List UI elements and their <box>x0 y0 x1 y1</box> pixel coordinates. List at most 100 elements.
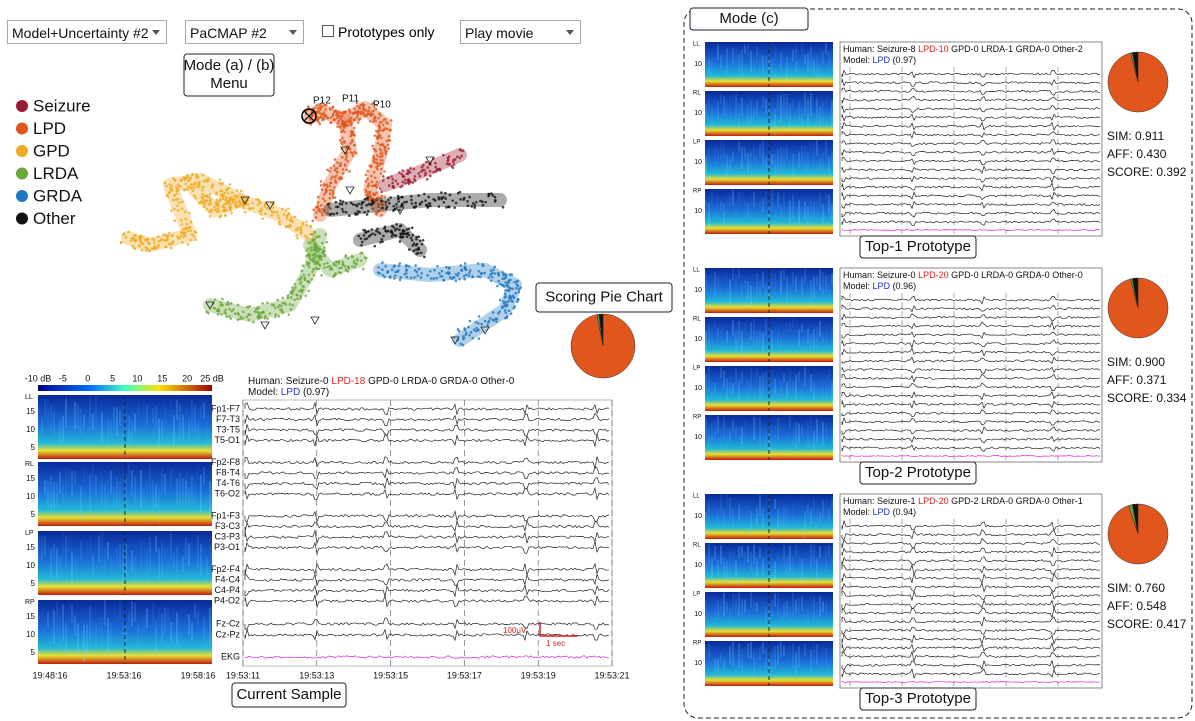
movie-dropdown[interactable]: Play movie <box>460 20 581 44</box>
embedding-point <box>296 226 300 230</box>
spectrogram-streak <box>771 425 773 451</box>
embedding-point <box>202 179 206 183</box>
embedding-point <box>410 202 414 205</box>
spectrogram-streak <box>813 329 815 350</box>
human-vote: GRDA-0 <box>440 376 478 387</box>
legend-swatch <box>16 100 28 112</box>
spectrogram-streak <box>792 557 794 576</box>
spectrogram-streak <box>783 603 785 618</box>
eeg-trace <box>841 546 1101 558</box>
spectrogram-streak <box>107 541 109 560</box>
spectrogram-streak <box>738 427 740 441</box>
embedding-point <box>362 103 365 107</box>
embedding-point <box>338 202 342 206</box>
embedding-point <box>312 208 316 212</box>
eeg-trace <box>841 426 1101 435</box>
embedding-point <box>316 235 319 239</box>
embedding-point <box>313 248 316 251</box>
spectrogram-streak <box>756 557 758 584</box>
embedding-point <box>316 262 320 265</box>
embedding-point <box>337 260 341 263</box>
embedding-point <box>405 232 408 236</box>
prototypes-checkbox[interactable]: Prototypes only <box>322 24 435 40</box>
spectrogram-streak <box>708 98 710 110</box>
embedding-point <box>156 235 160 238</box>
human-vote: GRDA-0 <box>1016 44 1050 54</box>
embedding-point <box>421 238 425 242</box>
embedding-point <box>388 276 392 279</box>
embedding-point <box>316 204 320 208</box>
embedding-point <box>379 114 382 117</box>
embedding-point <box>432 197 435 201</box>
embedding-point <box>378 187 382 190</box>
spectrogram-streak <box>810 374 812 392</box>
spectrogram-streak <box>741 281 743 301</box>
embedding-point <box>382 234 385 238</box>
embedding-point <box>476 262 480 265</box>
embedding-point <box>425 160 428 164</box>
channel-label: C3-P3 <box>214 531 240 541</box>
spectrogram-streak <box>206 556 208 581</box>
eeg-trace <box>244 541 610 556</box>
embedding-point <box>374 129 378 133</box>
embedding-point <box>364 173 368 177</box>
embedding-point <box>373 199 377 203</box>
model-title: Model: <box>843 281 870 291</box>
embedding-point <box>312 238 316 241</box>
spectrogram-streak <box>801 595 803 611</box>
spectrogram-streak <box>831 546 833 562</box>
model-dropdown[interactable]: Model+Uncertainty #2 <box>7 20 167 44</box>
mode-c-frame <box>683 8 1193 719</box>
spectrogram-streak <box>828 107 830 120</box>
spectrogram-streak <box>810 415 812 434</box>
embedding-point <box>346 159 350 163</box>
spectrogram-streak <box>813 59 815 75</box>
embedding-point <box>258 313 262 317</box>
spectrogram-streak <box>777 149 779 174</box>
embedding-point <box>393 234 396 237</box>
embedding-point <box>208 215 212 218</box>
embedding-point <box>506 289 510 292</box>
spectrogram <box>38 395 212 459</box>
spectrogram-streak <box>756 602 758 612</box>
checkbox[interactable] <box>322 25 334 37</box>
embedding-point <box>225 208 228 212</box>
spectrogram-streak <box>137 624 139 658</box>
embedding-point <box>334 272 337 275</box>
embedding-point <box>386 143 390 147</box>
spectrogram-streak <box>98 535 100 563</box>
spec-ytick: 10 <box>694 336 702 343</box>
embedding-point <box>506 281 510 284</box>
human-vote: LRDA-1 <box>981 44 1013 54</box>
spectrogram-streak <box>771 651 773 673</box>
spectrogram-streak <box>59 615 61 652</box>
spectrogram-streak <box>771 508 773 529</box>
embedding-point <box>368 119 372 123</box>
spectrogram-streak <box>822 333 824 344</box>
embedding-point <box>339 162 342 165</box>
embedding-point <box>310 114 313 117</box>
human-vote: Seizure-0 <box>877 270 916 280</box>
embedding-point <box>303 276 306 280</box>
spec-ytick: 10 <box>694 159 702 166</box>
spectrogram-streak <box>786 649 788 668</box>
embedding-point <box>468 195 471 199</box>
embedding-dropdown[interactable]: PaCMAP #2 <box>185 20 304 44</box>
spectrogram-streak <box>789 369 791 396</box>
embedding-point <box>180 230 183 234</box>
spectrogram-streak <box>825 275 827 293</box>
embedding-point <box>165 184 168 188</box>
embedding-point <box>167 191 171 195</box>
embedding-point <box>450 277 454 280</box>
spectrogram-streak <box>831 152 833 166</box>
embedding-point <box>359 110 362 114</box>
spectrogram <box>705 317 833 362</box>
embedding-point <box>330 212 333 216</box>
embedding-point <box>372 159 376 163</box>
spectrogram-streak <box>750 592 752 608</box>
embedding-point <box>191 172 194 176</box>
embedding-point <box>376 227 379 231</box>
embedding-point <box>507 289 511 293</box>
spectrogram-streak <box>831 273 833 286</box>
